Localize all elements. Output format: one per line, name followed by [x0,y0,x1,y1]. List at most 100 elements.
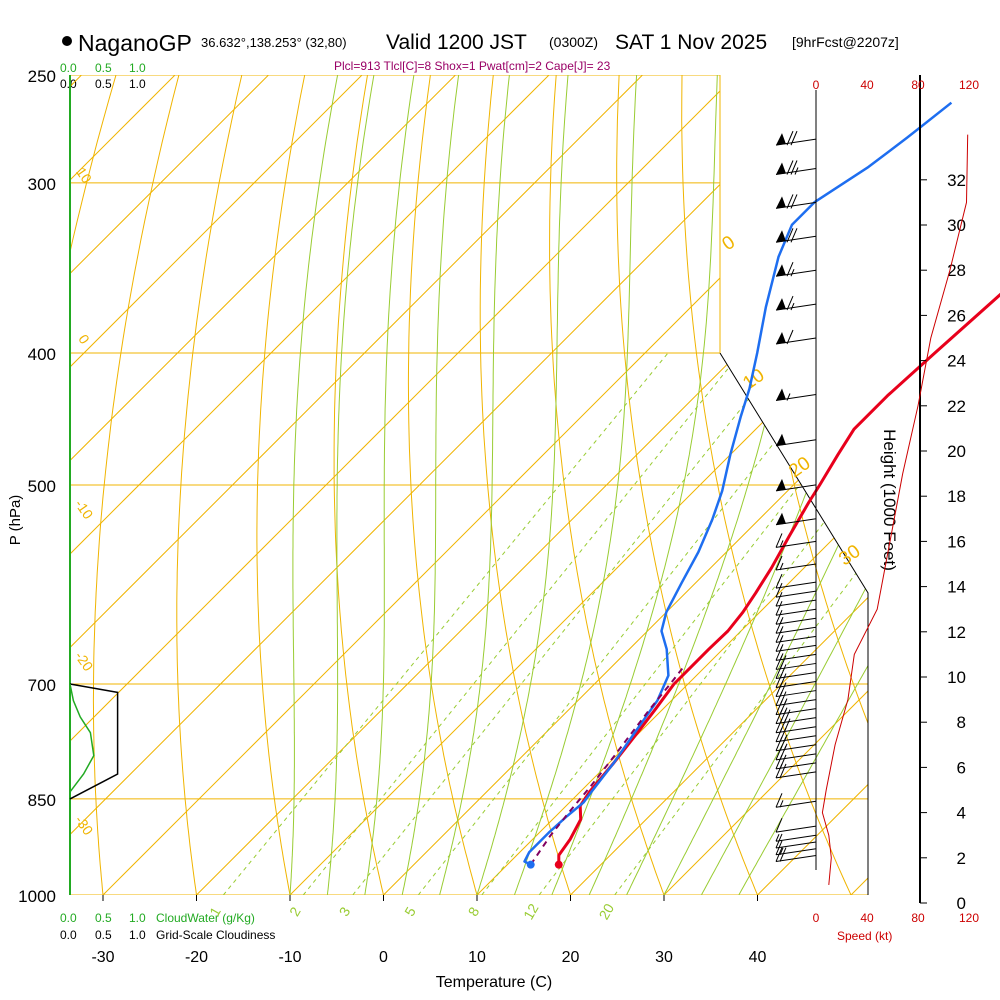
isotherm-line [70,75,830,895]
cloudwater-tick-bottom-1: 0.5 [95,911,112,925]
moist-adiabat-line [289,75,339,895]
y-tick-label: 1000 [18,887,56,906]
x-tick-label: -20 [185,949,208,966]
speed-tick-label-top: 120 [959,78,979,92]
cloudiness-tick-top-2: 1.0 [129,77,146,91]
wind-barb [775,329,817,345]
valid-time: Valid 1200 JST [386,31,527,54]
x-tick-label: 40 [749,949,767,966]
isotherm-line [663,75,868,895]
isotherm-line [70,75,550,895]
y-tick-label: 700 [28,676,56,695]
mixing-ratio-label: 20 [595,901,617,923]
cloudwater-tick-top-2: 1.0 [129,61,146,75]
dry-adiabat-line [993,51,1000,895]
mixing-ratio-line [417,352,846,895]
cloud-panel [69,683,119,800]
y-axis-title: P (hPa) [7,495,24,546]
speed-axis-title: Speed (kt) [837,929,892,943]
moist-adiabat-line [663,75,868,895]
cloudiness-axis-label: Grid-Scale Cloudiness [156,928,275,942]
cloudiness-tick-top-1: 0.5 [95,77,112,91]
height-tick-label: 4 [957,804,966,823]
moist-adiabat-line [326,75,375,895]
x-tick-label: 0 [379,949,388,966]
height-tick-label: 32 [947,171,966,190]
height-tick-label: 12 [947,623,966,642]
wind-barb [775,601,817,616]
x-tick-label: 20 [562,949,580,966]
dewpoint-line [523,101,953,866]
valid-utc: (0300Z) [549,34,598,50]
cloudwater-tick-top-1: 0.5 [95,61,112,75]
wind-barb [775,262,817,277]
isotherm-line [70,75,363,895]
station-name: NaganoGP [78,30,192,56]
cloudwater-axis-label: CloudWater (g/Kg) [156,911,255,925]
dry-adiabat-label: -20 [72,648,97,674]
mixing-ratio-label: 12 [520,901,542,923]
y-tick-label: 400 [28,345,56,364]
speed-tick-label-bottom: 80 [911,911,925,925]
valid-date: SAT 1 Nov 2025 [615,31,767,54]
isotherm-line [945,75,1000,895]
speed-tick-label-bottom: 120 [959,911,979,925]
moist-adiabat-label: 20 [785,453,814,482]
dry-adiabat-line [479,75,571,895]
plot-edge-line [719,352,869,895]
cloudiness-tick-bottom-0: 0.0 [60,928,77,942]
x-tick-label: -30 [91,949,114,966]
wind-barb [775,610,817,625]
station-coords: 36.632°,138.253° (32,80) [201,35,347,50]
moist-adiabat-label: 0 [718,232,739,255]
speed-tick-label-bottom: 0 [813,911,820,925]
cloudiness-tick-bottom-2: 1.0 [129,928,146,942]
moist-adiabat-line [439,75,510,895]
moist-adiabat-line [364,75,415,895]
wind-barb [775,295,817,311]
x-axis-title: Temperature (C) [436,974,552,991]
speed-tick-label-top: 0 [813,78,820,92]
cloudwater-tick-bottom-0: 0.0 [60,911,77,925]
height-tick-label: 0 [957,894,966,913]
forecast-label: [9hrFcst@2207z] [792,34,899,50]
height-tick-label: 26 [947,306,966,325]
cloudiness-tick-bottom-1: 0.5 [95,928,112,942]
dry-adiabat-line [549,75,665,895]
wind-barb [775,834,817,842]
station-dot-icon [62,36,72,46]
surface-dewpoint-dot [526,860,535,869]
height-tick-label: 30 [947,216,966,235]
wind-barb [775,228,817,243]
height-tick-label: 14 [947,578,966,597]
height-tick-label: 20 [947,442,966,461]
height-axis-title: Height (1000 Feet) [880,429,899,571]
y-tick-label: 850 [28,791,56,810]
height-tick-label: 10 [947,668,966,687]
mixing-ratio-label: 5 [401,904,419,919]
wind-barb [775,591,817,607]
wind-barb [775,709,817,725]
height-tick-label: 22 [947,397,966,416]
speed-tick-label-top: 80 [911,78,925,92]
isotherm-line [383,75,868,895]
mixing-ratio-line [614,352,868,895]
wind-barb [775,817,817,833]
mixing-ratio-label: 2 [286,904,304,919]
wind-barb [775,573,817,589]
height-tick-label: 18 [947,487,966,506]
wind-barb [775,388,817,401]
dry-adiabat-line [92,75,186,895]
moist-adiabat-line [700,75,868,895]
x-tick-label: -10 [278,949,301,966]
wind-barb [775,582,817,598]
x-tick-label: 30 [655,949,673,966]
wind-barb [775,160,817,175]
wind-barb [775,793,817,808]
height-tick-label: 28 [947,261,966,280]
height-tick-label: 6 [957,758,966,777]
parcel-line [529,666,685,866]
isotherm-line [196,75,868,895]
cloudwater-tick-top-0: 0.0 [60,61,77,75]
mixing-ratio-line [538,352,868,895]
